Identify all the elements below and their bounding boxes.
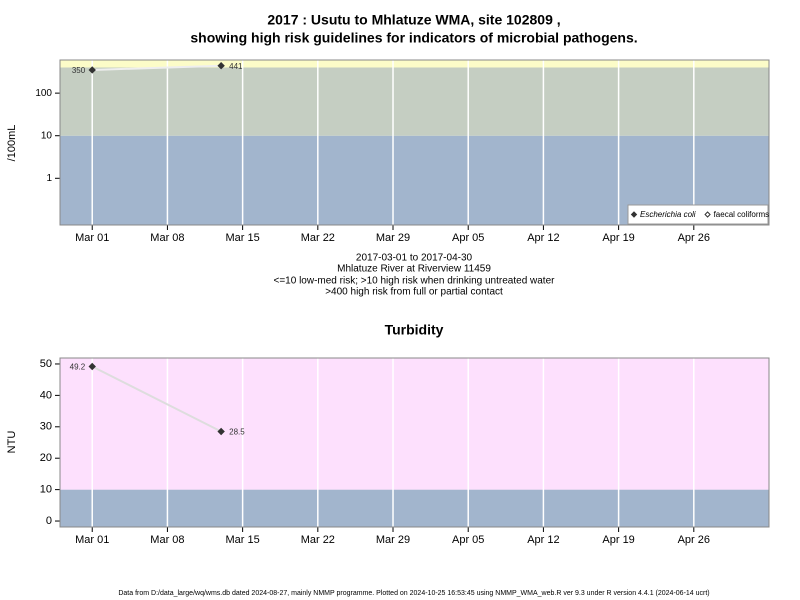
legend-label: faecal coliforms [714, 210, 770, 219]
plot-border [59, 59, 770, 226]
x-tick-label: Mar 01 [75, 534, 109, 546]
risk-band [60, 489, 769, 527]
x-tick-label: Apr 12 [527, 534, 559, 546]
y-axis-label: NTU [6, 431, 18, 454]
y-tick-label: 50 [40, 358, 52, 370]
legend-marker [630, 211, 638, 218]
chart-subtitle: showing high risk guidelines for indicat… [190, 30, 637, 46]
x-tick-label: Mar 22 [301, 534, 335, 546]
plot-border [59, 357, 770, 528]
y-tick-label: 10 [41, 130, 53, 141]
y-tick-label: 0 [46, 515, 52, 527]
legend-box [627, 204, 769, 225]
legend-label: Escherichia coli [640, 210, 696, 219]
data-point [88, 66, 96, 74]
note: <=10 low-med risk; >10 high risk when dr… [274, 276, 556, 287]
x-tick-label: Apr 05 [452, 534, 484, 546]
x-tick-label: Apr 26 [678, 534, 710, 546]
series-line [91, 365, 222, 433]
y-tick-label: 10 [40, 484, 52, 496]
x-tick-label: Mar 08 [150, 534, 184, 546]
note: >400 high risk from full or partial cont… [325, 287, 503, 298]
y-tick-label: 100 [35, 88, 52, 99]
x-tick-label: Apr 19 [602, 534, 634, 546]
x-tick-label: Apr 26 [678, 232, 710, 244]
series-line [92, 64, 222, 71]
x-tick-label: Mar 08 [150, 232, 184, 244]
x-tick-label: Mar 29 [376, 232, 410, 244]
data-label: 350 [72, 66, 86, 75]
risk-band [60, 358, 769, 490]
x-tick-label: Apr 05 [452, 232, 484, 244]
footer: Data from D:/data_large/wq/wms.db dated … [118, 590, 709, 597]
x-tick-label: Mar 15 [225, 232, 259, 244]
data-point [217, 427, 225, 436]
y-tick-label: 40 [40, 389, 52, 401]
y-tick-label: 30 [40, 421, 52, 433]
x-tick-label: Apr 12 [527, 232, 559, 244]
chart-title: 2017 : Usutu to Mhlatuze WMA, site 10280… [267, 12, 560, 28]
risk-band [60, 60, 769, 68]
data-label: 49.2 [70, 363, 86, 372]
data-point [88, 362, 96, 371]
note: Mhlatuze River at Riverview 11459 [337, 264, 491, 275]
x-tick-label: Mar 29 [376, 534, 410, 546]
y-axis-label: /100mL [6, 125, 18, 162]
x-tick-label: Mar 15 [225, 534, 259, 546]
data-point [217, 61, 225, 70]
y-tick-label: 20 [40, 452, 52, 464]
x-tick-label: Apr 19 [602, 232, 634, 244]
data-label: 441 [229, 62, 243, 71]
note: 2017-03-01 to 2017-04-30 [356, 253, 473, 264]
risk-band [60, 67, 769, 136]
y-tick-label: 1 [46, 173, 52, 184]
x-tick-label: Mar 22 [301, 232, 335, 244]
x-tick-label: Mar 01 [75, 232, 109, 244]
legend-marker [704, 211, 711, 218]
chart-title: Turbidity [385, 322, 444, 338]
data-label: 28.5 [229, 428, 245, 437]
